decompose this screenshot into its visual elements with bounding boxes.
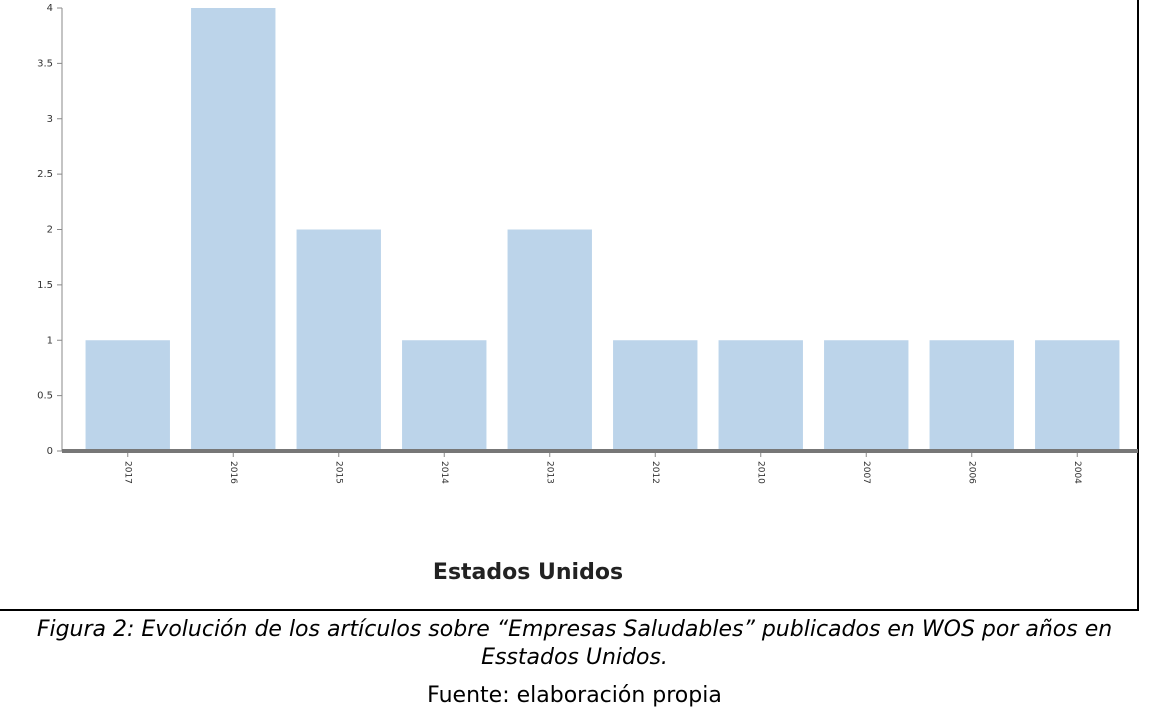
bar	[85, 340, 170, 451]
bar	[929, 340, 1014, 451]
caption-line: Esstados Unidos.	[481, 645, 668, 670]
x-tick-label: 2012	[650, 461, 660, 484]
y-tick-label: 1.5	[37, 280, 53, 291]
x-tick-label: 2014	[439, 461, 449, 484]
y-tick-label: 0.5	[37, 391, 53, 402]
bar	[402, 340, 487, 451]
bar	[824, 340, 909, 451]
y-tick-label: 1	[47, 335, 53, 346]
bar	[718, 340, 803, 451]
y-tick-label: 2	[47, 225, 53, 236]
y-tick-label: 3.5	[37, 58, 53, 69]
y-tick-label: 4	[47, 3, 53, 14]
x-tick-label: 2006	[966, 461, 976, 484]
x-tick-label: 2016	[228, 461, 238, 484]
caption-line: Figura 2: Evolución de los artículos sob…	[36, 617, 1113, 642]
bar	[507, 229, 592, 451]
x-tick-label: 2007	[861, 461, 871, 484]
caption: Figura 2: Evolución de los artículos sob…	[0, 617, 1149, 670]
y-tick-label: 3	[47, 114, 53, 125]
x-axis-title: Estados Unidos	[433, 560, 623, 585]
bar	[613, 340, 698, 451]
bar	[191, 8, 276, 451]
bar	[296, 229, 381, 451]
y-tick-label: 2.5	[37, 169, 53, 180]
source: Fuente: elaboración propia	[427, 683, 722, 708]
x-tick-label: 2015	[333, 461, 343, 484]
bar	[1035, 340, 1120, 451]
chart: Estados Unidos 0 0.5 1 1.5 2 2.5 3 3.5 4 2017 2016…	[0, 0, 1139, 611]
y-tick-label: 0	[47, 446, 53, 457]
x-tick-label: 2013	[544, 461, 554, 484]
x-tick-label: 2010	[755, 461, 765, 484]
x-tick-label: 2004	[1072, 461, 1082, 484]
x-tick-label: 2017	[122, 461, 132, 484]
